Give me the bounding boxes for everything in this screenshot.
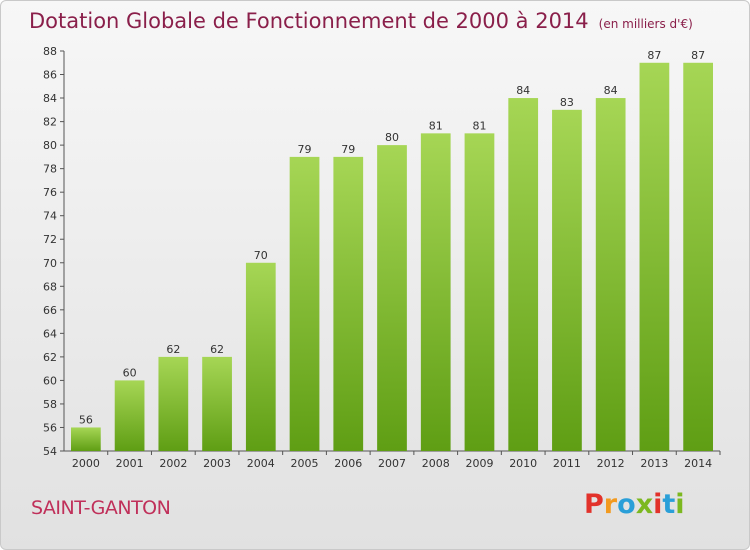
y-tick-label: 66 bbox=[43, 304, 57, 317]
y-tick-label: 88 bbox=[43, 45, 57, 58]
plot-area: 54 56 58 60 62 64 66 68 70 72 74 76 78 80 82 84 86 88 56 20… bbox=[43, 45, 721, 470]
chart-subtitle: (en milliers d'€) bbox=[598, 17, 693, 31]
logo-letter: r bbox=[603, 489, 618, 520]
y-tick-label: 80 bbox=[43, 139, 57, 152]
x-tick-label-2014: 2014 bbox=[684, 457, 712, 470]
y-tick-label: 58 bbox=[43, 398, 57, 411]
x-tick-label-2012: 2012 bbox=[597, 457, 625, 470]
y-tick-label: 82 bbox=[43, 116, 57, 129]
x-tick-label-2002: 2002 bbox=[159, 457, 187, 470]
x-tick-label-2008: 2008 bbox=[422, 457, 450, 470]
data-label-2004: 70 bbox=[254, 249, 268, 262]
bar-2002 bbox=[158, 356, 189, 451]
bar-2010 bbox=[508, 98, 539, 451]
logo-letter: x bbox=[635, 489, 654, 520]
y-tick-label: 64 bbox=[43, 327, 57, 340]
data-label-2002: 62 bbox=[166, 343, 180, 356]
y-tick-label: 78 bbox=[43, 163, 57, 176]
x-tick-label-2003: 2003 bbox=[203, 457, 231, 470]
y-tick-label: 62 bbox=[43, 351, 57, 364]
data-label-2012: 84 bbox=[604, 84, 618, 97]
bar-2008 bbox=[420, 133, 451, 451]
data-label-2006: 79 bbox=[341, 143, 355, 156]
x-tick-label-2009: 2009 bbox=[465, 457, 493, 470]
x-tick-label-2013: 2013 bbox=[640, 457, 668, 470]
logo-letter: t bbox=[662, 489, 676, 520]
bar-2004 bbox=[245, 262, 276, 451]
chart-title: Dotation Globale de Fonctionnement de 20… bbox=[29, 9, 693, 33]
bar-2003 bbox=[202, 356, 232, 451]
data-label-2011: 83 bbox=[560, 96, 574, 109]
logo-letter: o bbox=[617, 489, 636, 520]
x-tick-label-2011: 2011 bbox=[553, 457, 581, 470]
logo-letter: i bbox=[653, 489, 663, 520]
y-tick-label: 56 bbox=[43, 421, 57, 434]
bar-2001 bbox=[114, 380, 145, 451]
data-label-2005: 79 bbox=[298, 143, 312, 156]
data-label-2010: 84 bbox=[516, 84, 530, 97]
proxiti-logo: Proxiti bbox=[584, 489, 685, 520]
x-tick-label-2006: 2006 bbox=[334, 457, 362, 470]
y-tick-label: 86 bbox=[43, 69, 57, 82]
bar-2000 bbox=[70, 427, 101, 451]
x-tick-label-2000: 2000 bbox=[72, 457, 100, 470]
x-tick-label-2010: 2010 bbox=[509, 457, 537, 470]
x-tick-label-2005: 2005 bbox=[291, 457, 319, 470]
y-tick-label: 84 bbox=[43, 92, 57, 105]
x-tick-label-2007: 2007 bbox=[378, 457, 406, 470]
data-label-2000: 56 bbox=[79, 413, 93, 426]
y-tick-label: 60 bbox=[43, 374, 57, 387]
data-label-2008: 81 bbox=[429, 119, 443, 132]
y-tick-label: 72 bbox=[43, 233, 57, 246]
bar-2009 bbox=[464, 133, 495, 451]
y-tick-label: 70 bbox=[43, 257, 57, 270]
data-label-2001: 60 bbox=[123, 366, 137, 379]
y-tick-label: 76 bbox=[43, 186, 57, 199]
y-tick-label: 74 bbox=[43, 210, 57, 223]
data-label-2009: 81 bbox=[472, 119, 486, 132]
y-tick-label: 68 bbox=[43, 280, 57, 293]
bar-2005 bbox=[289, 156, 320, 451]
x-tick-label-2001: 2001 bbox=[116, 457, 144, 470]
data-label-2013: 87 bbox=[647, 49, 661, 62]
bar-2013 bbox=[639, 62, 670, 451]
bar-2007 bbox=[377, 145, 407, 451]
data-label-2007: 80 bbox=[385, 131, 399, 144]
logo-letter: P bbox=[584, 489, 604, 520]
bar-2012 bbox=[595, 98, 626, 451]
y-tick-label: 54 bbox=[43, 445, 57, 458]
logo-letter: i bbox=[675, 489, 685, 520]
data-label-2003: 62 bbox=[210, 343, 224, 356]
bar-2014 bbox=[683, 62, 714, 451]
town-name: SAINT-GANTON bbox=[31, 497, 171, 519]
bar-2006 bbox=[333, 156, 364, 451]
bar-2011 bbox=[552, 109, 582, 451]
x-tick-label-2004: 2004 bbox=[247, 457, 275, 470]
data-label-2014: 87 bbox=[691, 49, 705, 62]
